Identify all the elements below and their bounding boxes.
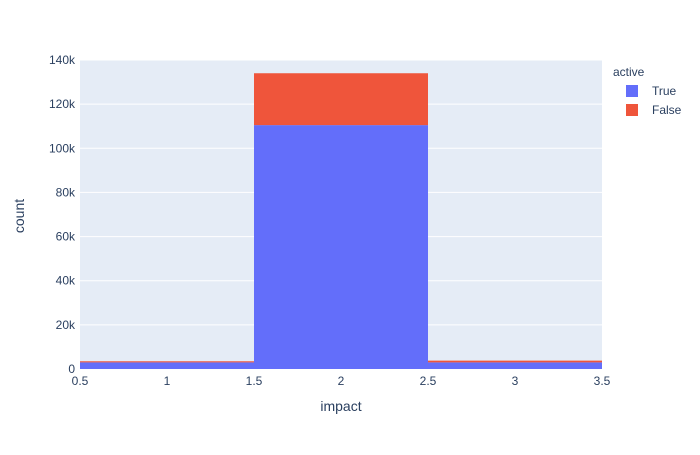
x-tick-label: 2: [338, 374, 345, 388]
bar-false-bin-2[interactable]: [254, 73, 428, 126]
y-tick-label: 40k: [56, 274, 76, 288]
legend-label: False: [652, 103, 682, 117]
x-tick-label: 0.5: [72, 374, 89, 388]
y-tick-label: 20k: [56, 318, 76, 332]
legend-item-true[interactable]: True: [626, 84, 677, 98]
y-tick-label: 140k: [49, 53, 76, 67]
x-axis-title: impact: [320, 398, 361, 414]
y-tick-label: 120k: [49, 97, 76, 111]
y-tick-label: 100k: [49, 141, 76, 155]
legend-item-false[interactable]: False: [626, 103, 682, 117]
x-tick-label: 3: [512, 374, 519, 388]
y-axis-ticks: 0 20k 40k 60k 80k 100k 120k 140k: [49, 53, 76, 376]
legend-swatch: [626, 85, 638, 97]
y-tick-label: 0: [68, 362, 75, 376]
y-axis-title: count: [11, 199, 27, 233]
bar-false-bin-3[interactable]: [428, 360, 602, 363]
x-tick-label: 1.5: [246, 374, 263, 388]
legend-swatch: [626, 104, 638, 116]
bar-true-bin-1[interactable]: [80, 362, 254, 369]
x-tick-label: 1: [164, 374, 171, 388]
bar-true-bin-3[interactable]: [428, 362, 602, 369]
bar-false-bin-1[interactable]: [80, 361, 254, 363]
x-axis-ticks: 0.5 1 1.5 2 2.5 3 3.5: [72, 374, 611, 388]
y-tick-label: 60k: [56, 230, 76, 244]
bar-true-bin-2[interactable]: [254, 125, 428, 369]
x-tick-label: 3.5: [594, 374, 611, 388]
legend-title: active: [613, 65, 645, 79]
legend[interactable]: active True False: [613, 65, 682, 117]
bars: [80, 73, 602, 369]
x-tick-label: 2.5: [420, 374, 437, 388]
y-tick-label: 80k: [56, 185, 76, 199]
legend-items: True False: [626, 84, 682, 117]
legend-label: True: [652, 84, 677, 98]
